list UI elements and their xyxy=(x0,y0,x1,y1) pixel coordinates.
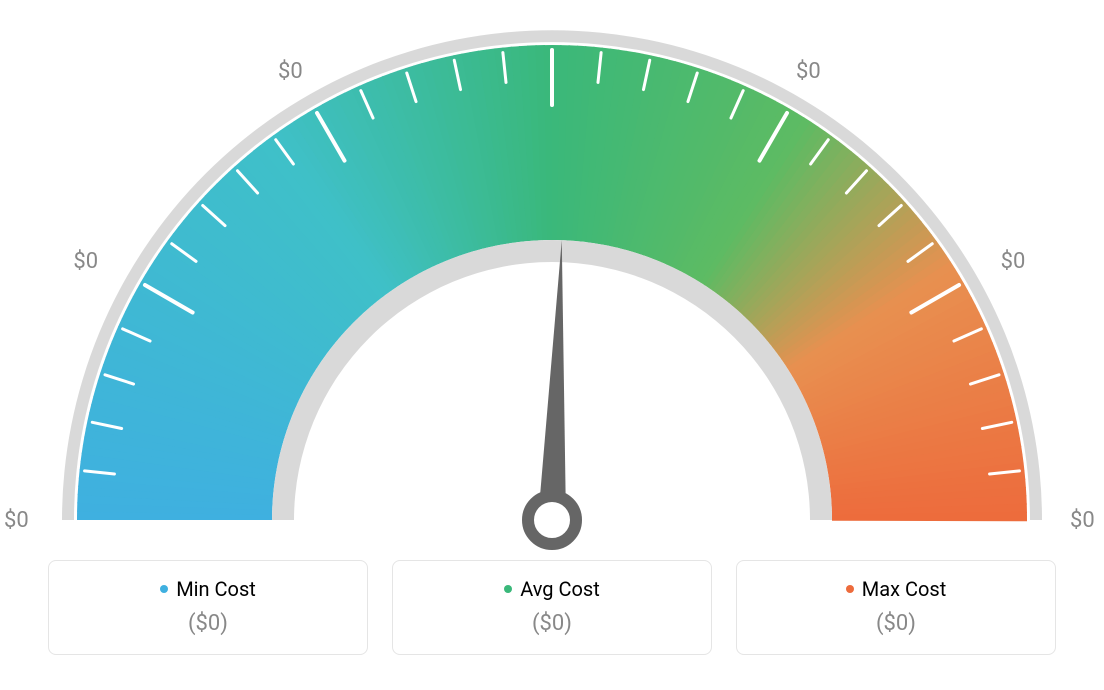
legend-label-avg: Avg Cost xyxy=(520,577,600,601)
legend-value-min: ($0) xyxy=(188,611,228,636)
legend-card-avg: Avg Cost ($0) xyxy=(392,560,712,655)
legend-dot-max xyxy=(846,585,854,593)
legend-title-avg: Avg Cost xyxy=(504,577,600,601)
legend-dot-min xyxy=(160,585,168,593)
legend-label-max: Max Cost xyxy=(862,577,947,601)
gauge-svg xyxy=(0,0,1104,560)
legend-title-max: Max Cost xyxy=(846,577,947,601)
legend-title-min: Min Cost xyxy=(160,577,256,601)
legend-value-max: ($0) xyxy=(876,611,916,636)
gauge-scale-label: $0 xyxy=(278,59,303,84)
gauge-scale-label: $0 xyxy=(796,59,821,84)
legend-dot-avg xyxy=(504,585,512,593)
legend-value-avg: ($0) xyxy=(532,611,572,636)
legend-card-max: Max Cost ($0) xyxy=(736,560,1056,655)
gauge-scale-label: $0 xyxy=(1001,249,1026,274)
gauge-scale-label: $0 xyxy=(4,508,29,533)
gauge-scale-label: $0 xyxy=(537,0,562,3)
cost-gauge-container: $0 $0 $0 $0 $0 $0 $0 Min Cost ($0) Avg Cost ($… xyxy=(0,0,1104,690)
legend-label-min: Min Cost xyxy=(176,577,256,601)
gauge-scale-label: $0 xyxy=(73,249,98,274)
gauge-chart: $0 $0 $0 $0 $0 $0 $0 xyxy=(0,0,1104,560)
legend-row: Min Cost ($0) Avg Cost ($0) Max Cost ($0… xyxy=(0,560,1104,655)
legend-card-min: Min Cost ($0) xyxy=(48,560,368,655)
gauge-scale-label: $0 xyxy=(1070,508,1095,533)
